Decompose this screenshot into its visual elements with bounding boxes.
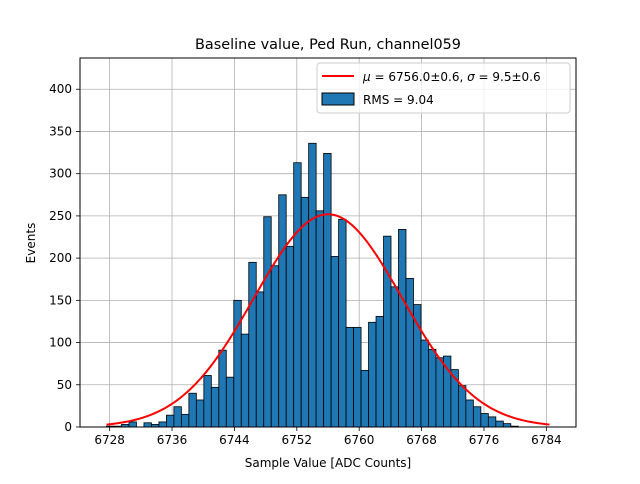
histogram-bars [106,142,519,428]
y-axis-label: Events [24,223,38,264]
histogram-bar [128,421,137,428]
x-tick-label: 6744 [219,433,250,447]
histogram-bar [173,406,182,428]
histogram-bar [390,286,399,428]
legend-fit-label: μ = 6756.0±0.6, σ = 9.5±0.6 [362,70,541,84]
histogram-bar [398,229,407,428]
histogram-bar [300,196,310,428]
histogram-bar [383,235,392,428]
histogram-bar [480,413,489,428]
histogram-bar [195,399,205,428]
histogram-bar [360,370,369,428]
histogram-bar [420,339,429,428]
histogram-bar [210,386,220,428]
histogram-bar [285,245,295,428]
histogram-bar [428,348,437,428]
legend: μ = 6756.0±0.6, σ = 9.5±0.6 RMS = 9.04 [316,62,571,114]
legend-box [316,62,571,114]
histogram-bar [472,406,482,428]
histogram-bar [330,256,340,428]
x-axis-ticks: 6728 6736 6744 6752 6760 6768 6776 6784 [94,427,562,447]
y-tick-label: 200 [49,251,72,265]
histogram-bar [315,210,325,428]
histogram-bar [338,218,347,428]
histogram-bar [270,265,280,428]
histogram-bar [203,375,212,428]
histogram-bar [345,326,354,428]
y-tick-label: 300 [49,167,72,181]
histogram-bar [143,422,152,428]
histogram-bar [263,216,272,428]
y-tick-label: 100 [49,336,72,350]
y-tick-label: 50 [57,378,72,392]
x-tick-label: 6736 [157,433,188,447]
histogram-bar [465,399,474,428]
histogram-bar [188,392,197,428]
y-tick-label: 350 [49,124,72,138]
y-tick-label: 400 [49,82,72,96]
x-tick-label: 6768 [406,433,437,447]
histogram-bar [308,142,317,428]
legend-histogram-label: RMS = 9.04 [363,93,434,107]
histogram-bar [368,321,377,428]
histogram-bar [375,315,384,428]
histogram-bar [405,277,414,428]
histogram-bar [240,333,250,428]
histogram-bar [225,376,235,428]
y-tick-label: 0 [64,420,72,434]
histogram-bar [218,349,227,428]
histogram-bar [495,420,504,428]
histogram-bar [158,421,167,428]
plot-frame [79,57,577,428]
histogram-bar [293,162,302,428]
histogram-bar [457,385,467,428]
y-tick-label: 150 [49,293,72,307]
legend-histogram-swatch [321,92,355,106]
chart-title: Baseline value, Ped Run, channel059 [195,37,461,53]
histogram-bar [180,413,190,428]
gaussian-fit-curve [106,213,550,426]
x-tick-label: 6776 [469,433,500,447]
y-axis-ticks: 0 50 100 150 200 250 300 350 400 [49,82,80,434]
x-tick-label: 6760 [344,433,375,447]
histogram-bar [233,299,242,428]
y-tick-label: 250 [49,209,72,223]
histogram-bar [323,153,332,428]
x-tick-label: 6752 [282,433,313,447]
histogram-bar [435,357,444,428]
histogram-bar [166,414,175,428]
histogram-bar [248,261,257,428]
histogram-bar [353,326,362,428]
histogram-bar [502,423,512,428]
x-tick-label: 6784 [531,433,562,447]
histogram-bar [255,291,265,428]
histogram-bar [278,194,287,428]
histogram-bar [487,416,497,428]
x-tick-label: 6728 [94,433,125,447]
x-axis-label: Sample Value [ADC Counts] [245,456,411,470]
